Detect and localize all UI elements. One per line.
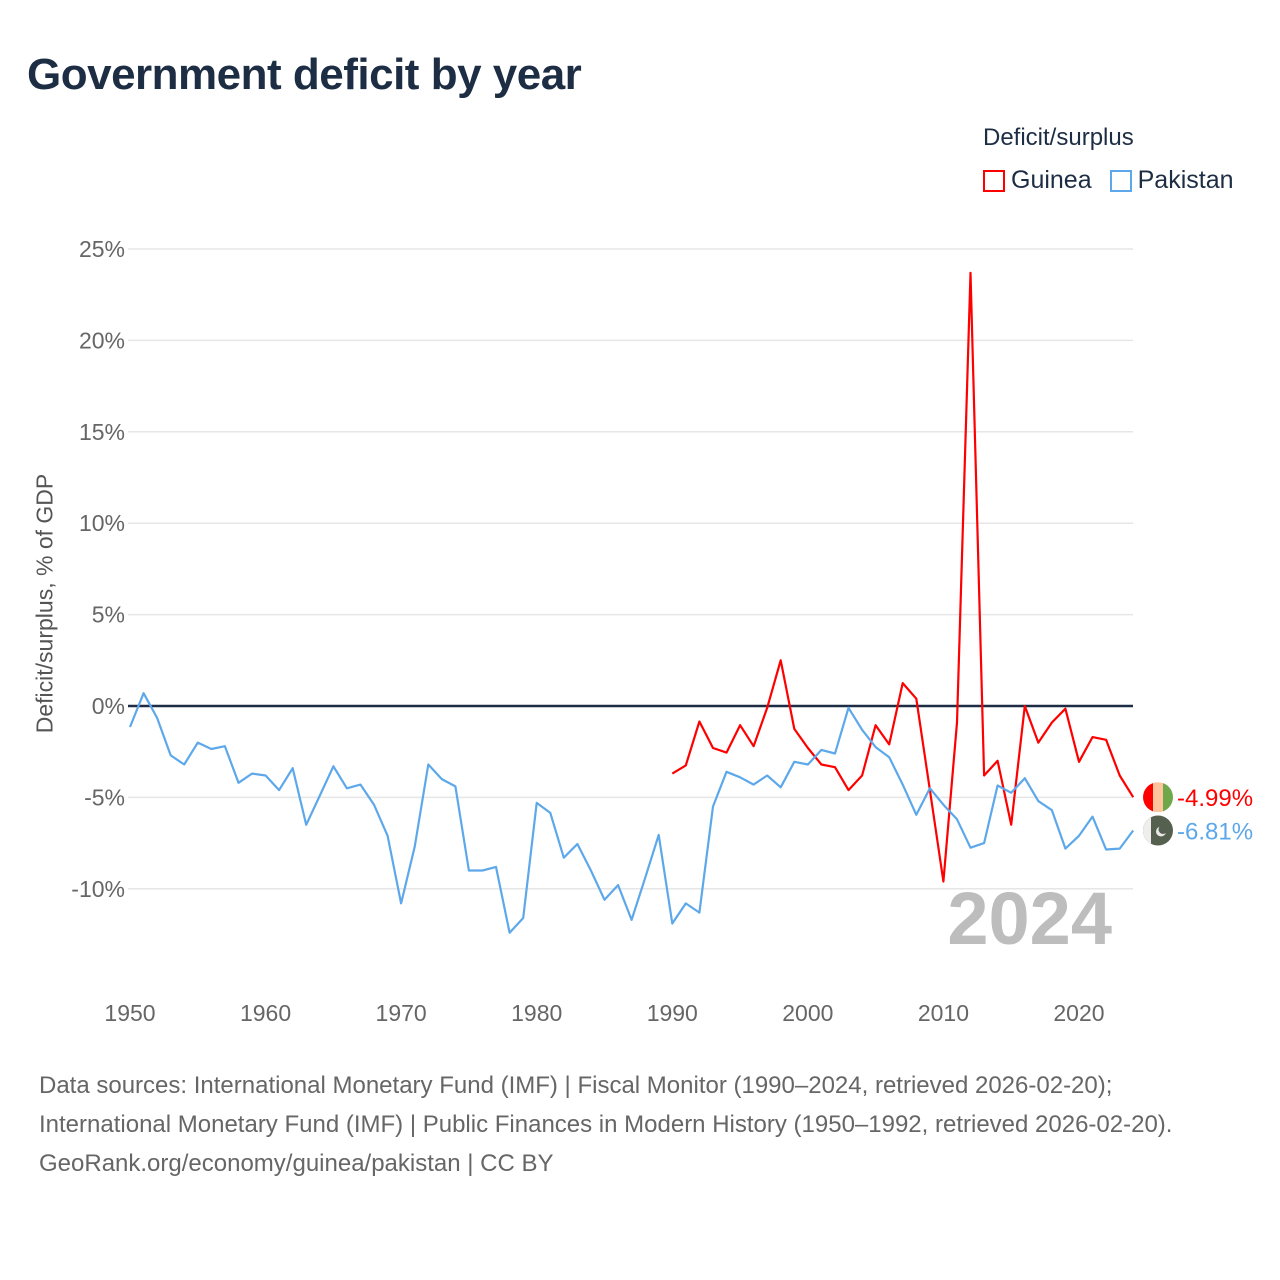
- x-tick-label: 2000: [782, 1000, 833, 1026]
- x-tick-label: 1960: [240, 1000, 291, 1026]
- y-tick-label: 5%: [92, 602, 125, 628]
- chart-svg: 25% 20% 15% 10% 5% 0% -5% -10% 1950 1960 1970 1980 1…: [71, 236, 1253, 1026]
- x-tick-label: 1990: [647, 1000, 698, 1026]
- pakistan-flag-icon: [1143, 815, 1173, 846]
- x-tick-label: 1980: [511, 1000, 562, 1026]
- x-tick-label: 1970: [376, 1000, 427, 1026]
- end-label-guinea: -4.99%: [1177, 785, 1253, 812]
- legend-title: Deficit/surplus: [983, 124, 1134, 151]
- y-tick-label: -10%: [71, 876, 125, 902]
- x-tick-label: 1950: [104, 1000, 155, 1026]
- y-tick-label: 25%: [79, 236, 125, 262]
- legend: Guinea Pakistan: [983, 166, 1234, 195]
- y-tick-label: 20%: [79, 327, 125, 353]
- legend-swatch-pakistan: [1109, 169, 1132, 192]
- series-line-guinea: [671, 271, 1135, 883]
- footer: Data sources: International Monetary Fun…: [39, 1066, 1239, 1183]
- y-tick-label: 10%: [79, 510, 125, 536]
- y-tick-label: 0%: [92, 693, 125, 719]
- legend-label-pakistan: Pakistan: [1137, 166, 1234, 194]
- x-tick-label: 2010: [918, 1000, 969, 1026]
- legend-item-pakistan[interactable]: Pakistan: [1109, 166, 1234, 195]
- legend-label-guinea: Guinea: [1011, 166, 1092, 194]
- series-line-pakistan: [128, 692, 1135, 934]
- page-title: Government deficit by year: [27, 50, 582, 99]
- year-watermark: 2024: [947, 877, 1112, 960]
- y-tick-label: -5%: [84, 784, 125, 810]
- credit-link[interactable]: GeoRank.org/economy/guinea/pakistan | CC…: [39, 1150, 554, 1177]
- legend-item-guinea[interactable]: Guinea: [983, 166, 1092, 195]
- guinea-flag-icon: [1143, 782, 1173, 813]
- legend-swatch-guinea: [983, 169, 1005, 192]
- end-label-pakistan: -6.81%: [1177, 818, 1253, 845]
- data-sources: Data sources: International Monetary Fun…: [39, 1072, 1173, 1138]
- y-tick-label: 15%: [79, 419, 125, 445]
- x-tick-label: 2020: [1053, 1000, 1104, 1026]
